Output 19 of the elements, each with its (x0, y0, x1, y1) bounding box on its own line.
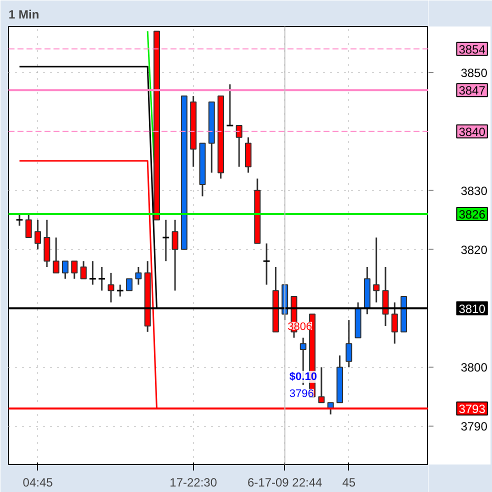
y-tick-label: 3830 (460, 184, 488, 198)
x-tick-label: 04:45 (22, 476, 54, 490)
x-tick-label: 6-17-09 22:44 (247, 476, 323, 490)
annotation: 3806 (288, 320, 312, 333)
y-tick-label: 3790 (460, 420, 488, 434)
annotation: $0.10 (289, 370, 317, 383)
ref-line-label: 3793 (458, 402, 486, 416)
y-tick-label: 3820 (460, 242, 488, 257)
y-tick-label: 3800 (460, 360, 488, 375)
ref-line-label: 3847 (458, 84, 486, 98)
ref-line-label: 3854 (458, 42, 486, 56)
y-tick-label: 3850 (460, 66, 488, 80)
ref-line-label: 3810 (458, 302, 486, 316)
annotation: 3796 (289, 388, 314, 400)
x-tick-label: 17-22:30 (170, 476, 218, 490)
ref-line-label: 3840 (458, 124, 486, 139)
chart-title: 1 Min (8, 8, 40, 22)
ref-line-label: 3826 (458, 207, 486, 222)
x-tick-label: 45 (342, 476, 356, 490)
